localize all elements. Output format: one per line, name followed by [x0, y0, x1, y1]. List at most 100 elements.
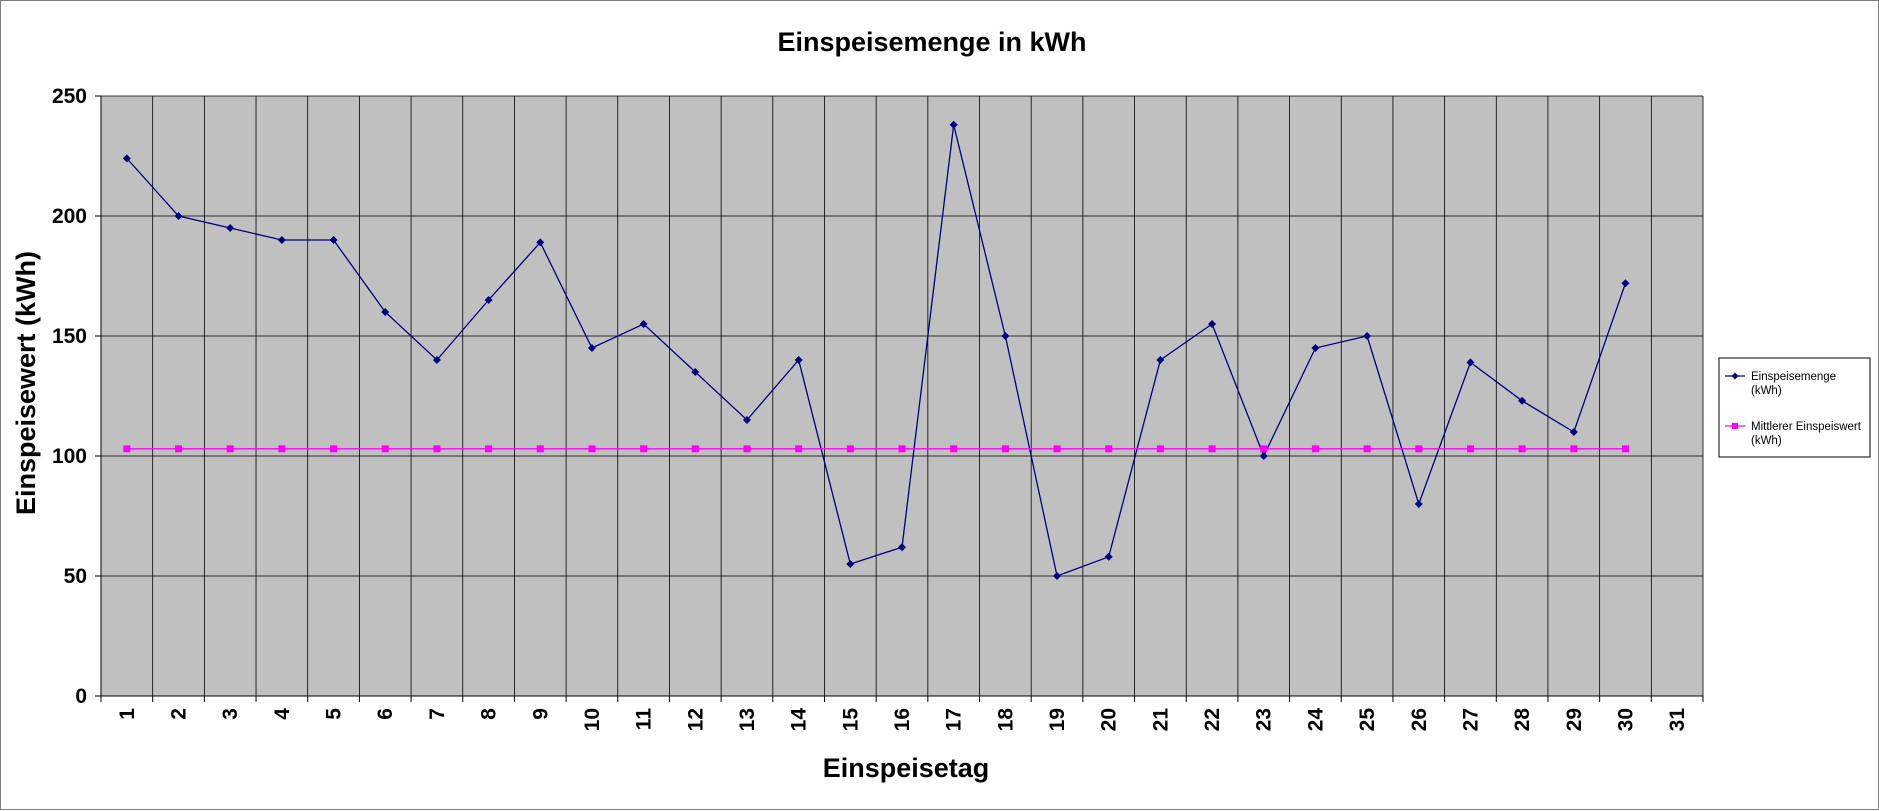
data-point — [743, 445, 751, 453]
data-point — [536, 238, 545, 247]
data-point — [1518, 396, 1527, 405]
data-point — [1001, 332, 1010, 340]
data-point — [950, 445, 958, 453]
data-point — [1569, 428, 1578, 436]
x-tick-label: 28 — [1511, 708, 1534, 732]
legend-marker — [1732, 423, 1738, 429]
data-point — [639, 320, 648, 328]
chart-title: Einspeisemenge in kWh — [777, 27, 1086, 57]
data-point — [795, 445, 803, 453]
plot-area — [101, 96, 1703, 696]
data-point — [1415, 445, 1423, 453]
legend-label: Mittlerer Einspeiswert — [1751, 421, 1862, 433]
y-axis-title: Einspeisewert (kWh) — [11, 251, 41, 515]
series — [122, 120, 1630, 580]
data-point — [1621, 445, 1629, 453]
legend-item: Mittlerer Einspeiswert (kWh) — [1725, 421, 1862, 447]
data-point — [1311, 445, 1319, 453]
x-tick-label: 13 — [736, 708, 759, 731]
x-tick-labels: 1 2 3 4 5 6 7 8 9 10 11 12 13 14 15 16 17 18 19 20 21 22 23 24 2… — [116, 708, 1689, 732]
x-tick-label: 20 — [1098, 708, 1121, 731]
x-tick-label: 16 — [891, 708, 914, 731]
y-tick-label: 100 — [52, 445, 87, 468]
x-tick-label: 2 — [168, 708, 191, 720]
data-point — [691, 445, 699, 453]
data-point — [1260, 445, 1268, 453]
legend-box — [1718, 357, 1871, 458]
y-tick-label: 200 — [52, 205, 87, 228]
data-point — [1570, 445, 1578, 453]
data-point — [381, 308, 390, 316]
legend-label: (kWh) — [1751, 385, 1782, 397]
data-point — [226, 445, 234, 453]
data-point — [1105, 445, 1113, 453]
data-point — [330, 445, 338, 453]
x-tick-label: 30 — [1614, 708, 1637, 731]
data-point — [536, 445, 544, 453]
x-tick-label: 6 — [374, 708, 397, 720]
x-tick-label: 4 — [271, 708, 294, 720]
y-tick-label: 0 — [75, 685, 87, 708]
data-point — [1621, 279, 1630, 288]
y-tick-label: 50 — [64, 565, 87, 588]
data-point — [1156, 445, 1164, 453]
data-point — [1156, 356, 1165, 364]
data-point — [432, 356, 441, 364]
data-point — [898, 543, 906, 552]
x-axis-title: Einspeisetag — [823, 753, 990, 783]
y-tick-label: 250 — [52, 85, 87, 108]
data-point — [484, 296, 493, 304]
data-point — [1104, 552, 1113, 561]
x-tick-label: 29 — [1563, 708, 1586, 731]
data-point — [1053, 445, 1061, 453]
data-point — [1466, 358, 1475, 367]
x-tick-label: 24 — [1304, 708, 1327, 732]
data-point — [123, 445, 131, 453]
x-tick-label: 1 — [116, 708, 139, 720]
x-tick-label: 9 — [529, 708, 552, 720]
legend-marker — [1731, 372, 1739, 380]
x-tick-label: 31 — [1666, 708, 1689, 732]
x-tick-label: 5 — [323, 708, 346, 720]
data-point — [175, 445, 183, 453]
data-point — [174, 212, 183, 220]
data-point — [433, 445, 441, 453]
x-tick-label: 12 — [684, 708, 707, 731]
x-tick-label: 26 — [1408, 708, 1431, 731]
axes — [95, 95, 1704, 702]
x-tick-label: 3 — [219, 708, 242, 720]
series-group — [122, 120, 1630, 580]
series-line — [126, 124, 1627, 577]
legend-label: Einspeisemenge — [1751, 371, 1836, 383]
data-point — [587, 344, 596, 352]
data-point — [1518, 445, 1526, 453]
y-tick-label: 150 — [52, 325, 87, 348]
data-point — [846, 560, 855, 568]
data-point — [846, 445, 854, 453]
data-point — [278, 445, 286, 453]
series-group — [123, 445, 1629, 453]
data-point — [122, 154, 131, 163]
x-tick-label: 25 — [1356, 708, 1379, 732]
x-tick-label: 18 — [994, 708, 1017, 732]
data-point — [1053, 572, 1062, 580]
data-point — [640, 445, 648, 453]
data-point — [794, 356, 803, 364]
data-point — [742, 416, 751, 424]
data-point — [1208, 445, 1216, 453]
x-tick-label: 8 — [478, 708, 501, 720]
data-point — [588, 445, 596, 453]
x-tick-label: 19 — [1046, 708, 1069, 731]
x-tick-label: 17 — [943, 708, 966, 731]
data-point — [1259, 452, 1268, 460]
data-point — [226, 224, 235, 232]
x-tick-label: 15 — [839, 708, 862, 732]
data-point — [949, 120, 958, 129]
x-tick-label: 22 — [1201, 708, 1224, 731]
y-tick-labels: 0 50 100 150 200 250 — [52, 85, 87, 708]
data-point — [898, 445, 906, 453]
data-point — [485, 445, 493, 453]
data-point — [1001, 445, 1009, 453]
